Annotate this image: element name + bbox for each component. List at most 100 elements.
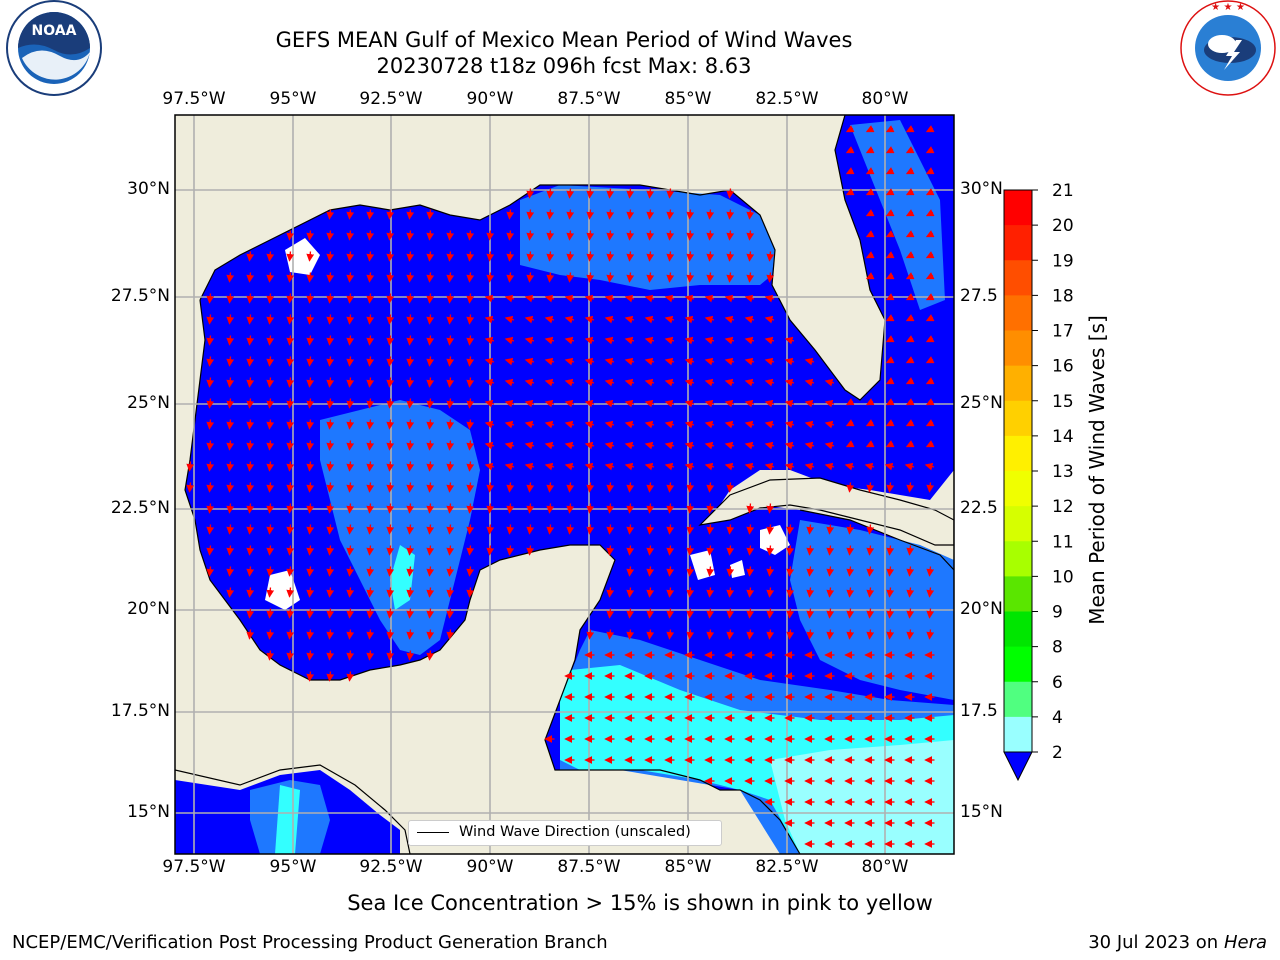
wave-direction-arrow	[905, 188, 915, 196]
wave-direction-arrow	[466, 545, 475, 556]
wave-direction-arrow	[866, 482, 875, 493]
wave-direction-arrow	[526, 230, 535, 241]
wave-direction-arrow	[905, 209, 915, 217]
wave-direction-arrow	[266, 419, 275, 430]
wave-direction-arrow	[366, 272, 375, 283]
wave-direction-arrow	[386, 440, 395, 451]
wave-direction-arrow	[446, 629, 455, 640]
wave-direction-arrow	[865, 272, 875, 280]
wave-direction-arrow	[866, 608, 875, 619]
colorbar-tick-label: 4	[1052, 708, 1063, 728]
wave-direction-arrow	[744, 315, 755, 324]
wave-direction-arrow	[626, 188, 635, 199]
wave-direction-arrow	[726, 587, 735, 598]
lon-label-top: 92.5°W	[359, 89, 423, 109]
wave-direction-arrow	[466, 272, 475, 283]
wave-direction-arrow	[666, 230, 675, 241]
wave-direction-arrow	[486, 503, 495, 514]
wave-direction-arrow	[726, 629, 735, 640]
wave-direction-arrow	[885, 419, 895, 427]
wave-direction-arrow	[246, 524, 255, 535]
wave-direction-arrow	[586, 230, 595, 241]
wave-direction-arrow	[684, 420, 695, 429]
wave-direction-arrow	[506, 272, 515, 283]
wave-direction-arrow	[846, 482, 855, 493]
legend-label: Wind Wave Direction (unscaled)	[459, 824, 691, 840]
wave-direction-arrow	[306, 314, 315, 325]
wave-direction-arrow	[686, 545, 695, 556]
wave-direction-arrow	[786, 545, 795, 556]
wave-direction-arrow	[366, 356, 375, 367]
wave-direction-arrow	[706, 209, 715, 220]
wave-direction-arrow	[684, 294, 695, 303]
lat-label-right: 30°N	[960, 179, 1003, 199]
wave-direction-arrow	[266, 314, 275, 325]
wave-direction-arrow	[386, 293, 395, 304]
wave-direction-arrow	[704, 462, 715, 471]
wave-direction-arrow	[306, 671, 315, 682]
wave-direction-arrow	[466, 314, 475, 325]
wave-direction-arrow	[624, 399, 635, 408]
wave-direction-arrow	[726, 545, 735, 556]
wave-direction-arrow	[346, 230, 355, 241]
wave-direction-arrow	[784, 357, 795, 366]
wave-direction-arrow	[824, 462, 835, 471]
wave-direction-arrow	[386, 272, 395, 283]
wave-direction-arrow	[845, 167, 855, 175]
wave-direction-arrow	[406, 566, 415, 577]
wave-direction-arrow	[546, 272, 555, 283]
wave-direction-arrow	[786, 629, 795, 640]
wave-direction-arrow	[664, 294, 675, 303]
wave-direction-arrow	[446, 377, 455, 388]
wave-direction-arrow	[466, 566, 475, 577]
wave-direction-arrow	[564, 336, 575, 345]
wave-direction-arrow	[706, 608, 715, 619]
wave-direction-arrow	[326, 230, 335, 241]
wave-direction-arrow	[584, 336, 595, 345]
wave-direction-arrow	[386, 398, 395, 409]
wave-direction-arrow	[226, 566, 235, 577]
wave-direction-arrow	[905, 125, 915, 133]
wave-direction-arrow	[885, 125, 895, 133]
wave-direction-arrow	[366, 209, 375, 220]
wave-direction-arrow	[764, 357, 775, 366]
wave-direction-arrow	[486, 230, 495, 241]
colorbar-segment	[1004, 295, 1032, 331]
wave-direction-arrow	[446, 608, 455, 619]
wave-direction-arrow	[846, 545, 855, 556]
wave-direction-arrow	[686, 503, 695, 514]
colorbar-segment	[1004, 471, 1032, 507]
colorbar-segment	[1004, 646, 1032, 683]
wave-direction-arrow	[905, 419, 915, 427]
wave-direction-arrow	[564, 357, 575, 366]
wave-direction-arrow	[925, 167, 935, 175]
wave-direction-arrow	[226, 440, 235, 451]
colorbar-tick-label: 18	[1052, 286, 1074, 306]
wave-direction-arrow	[644, 420, 655, 429]
wave-direction-arrow	[386, 566, 395, 577]
wave-direction-arrow	[306, 482, 315, 493]
wave-direction-arrow	[786, 587, 795, 598]
wave-direction-arrow	[906, 566, 915, 577]
wave-direction-arrow	[664, 357, 675, 366]
colorbar-tick-label: 20	[1052, 216, 1074, 236]
wave-direction-arrow	[446, 335, 455, 346]
wave-direction-arrow	[486, 482, 495, 493]
wave-direction-arrow	[885, 377, 895, 385]
wave-direction-arrow	[326, 671, 335, 682]
wave-direction-arrow	[644, 336, 655, 345]
wave-direction-arrow	[746, 608, 755, 619]
wave-direction-arrow	[606, 545, 615, 556]
wave-direction-arrow	[646, 503, 655, 514]
wave-direction-arrow	[386, 230, 395, 241]
wave-direction-arrow	[865, 398, 875, 406]
wave-direction-arrow	[346, 566, 355, 577]
wave-direction-arrow	[586, 482, 595, 493]
wave-direction-arrow	[406, 251, 415, 262]
wave-direction-arrow	[326, 377, 335, 388]
wave-direction-arrow	[326, 251, 335, 262]
wave-direction-arrow	[706, 272, 715, 283]
wave-direction-arrow	[366, 629, 375, 640]
wave-direction-arrow	[326, 356, 335, 367]
wave-direction-arrow	[764, 378, 775, 387]
